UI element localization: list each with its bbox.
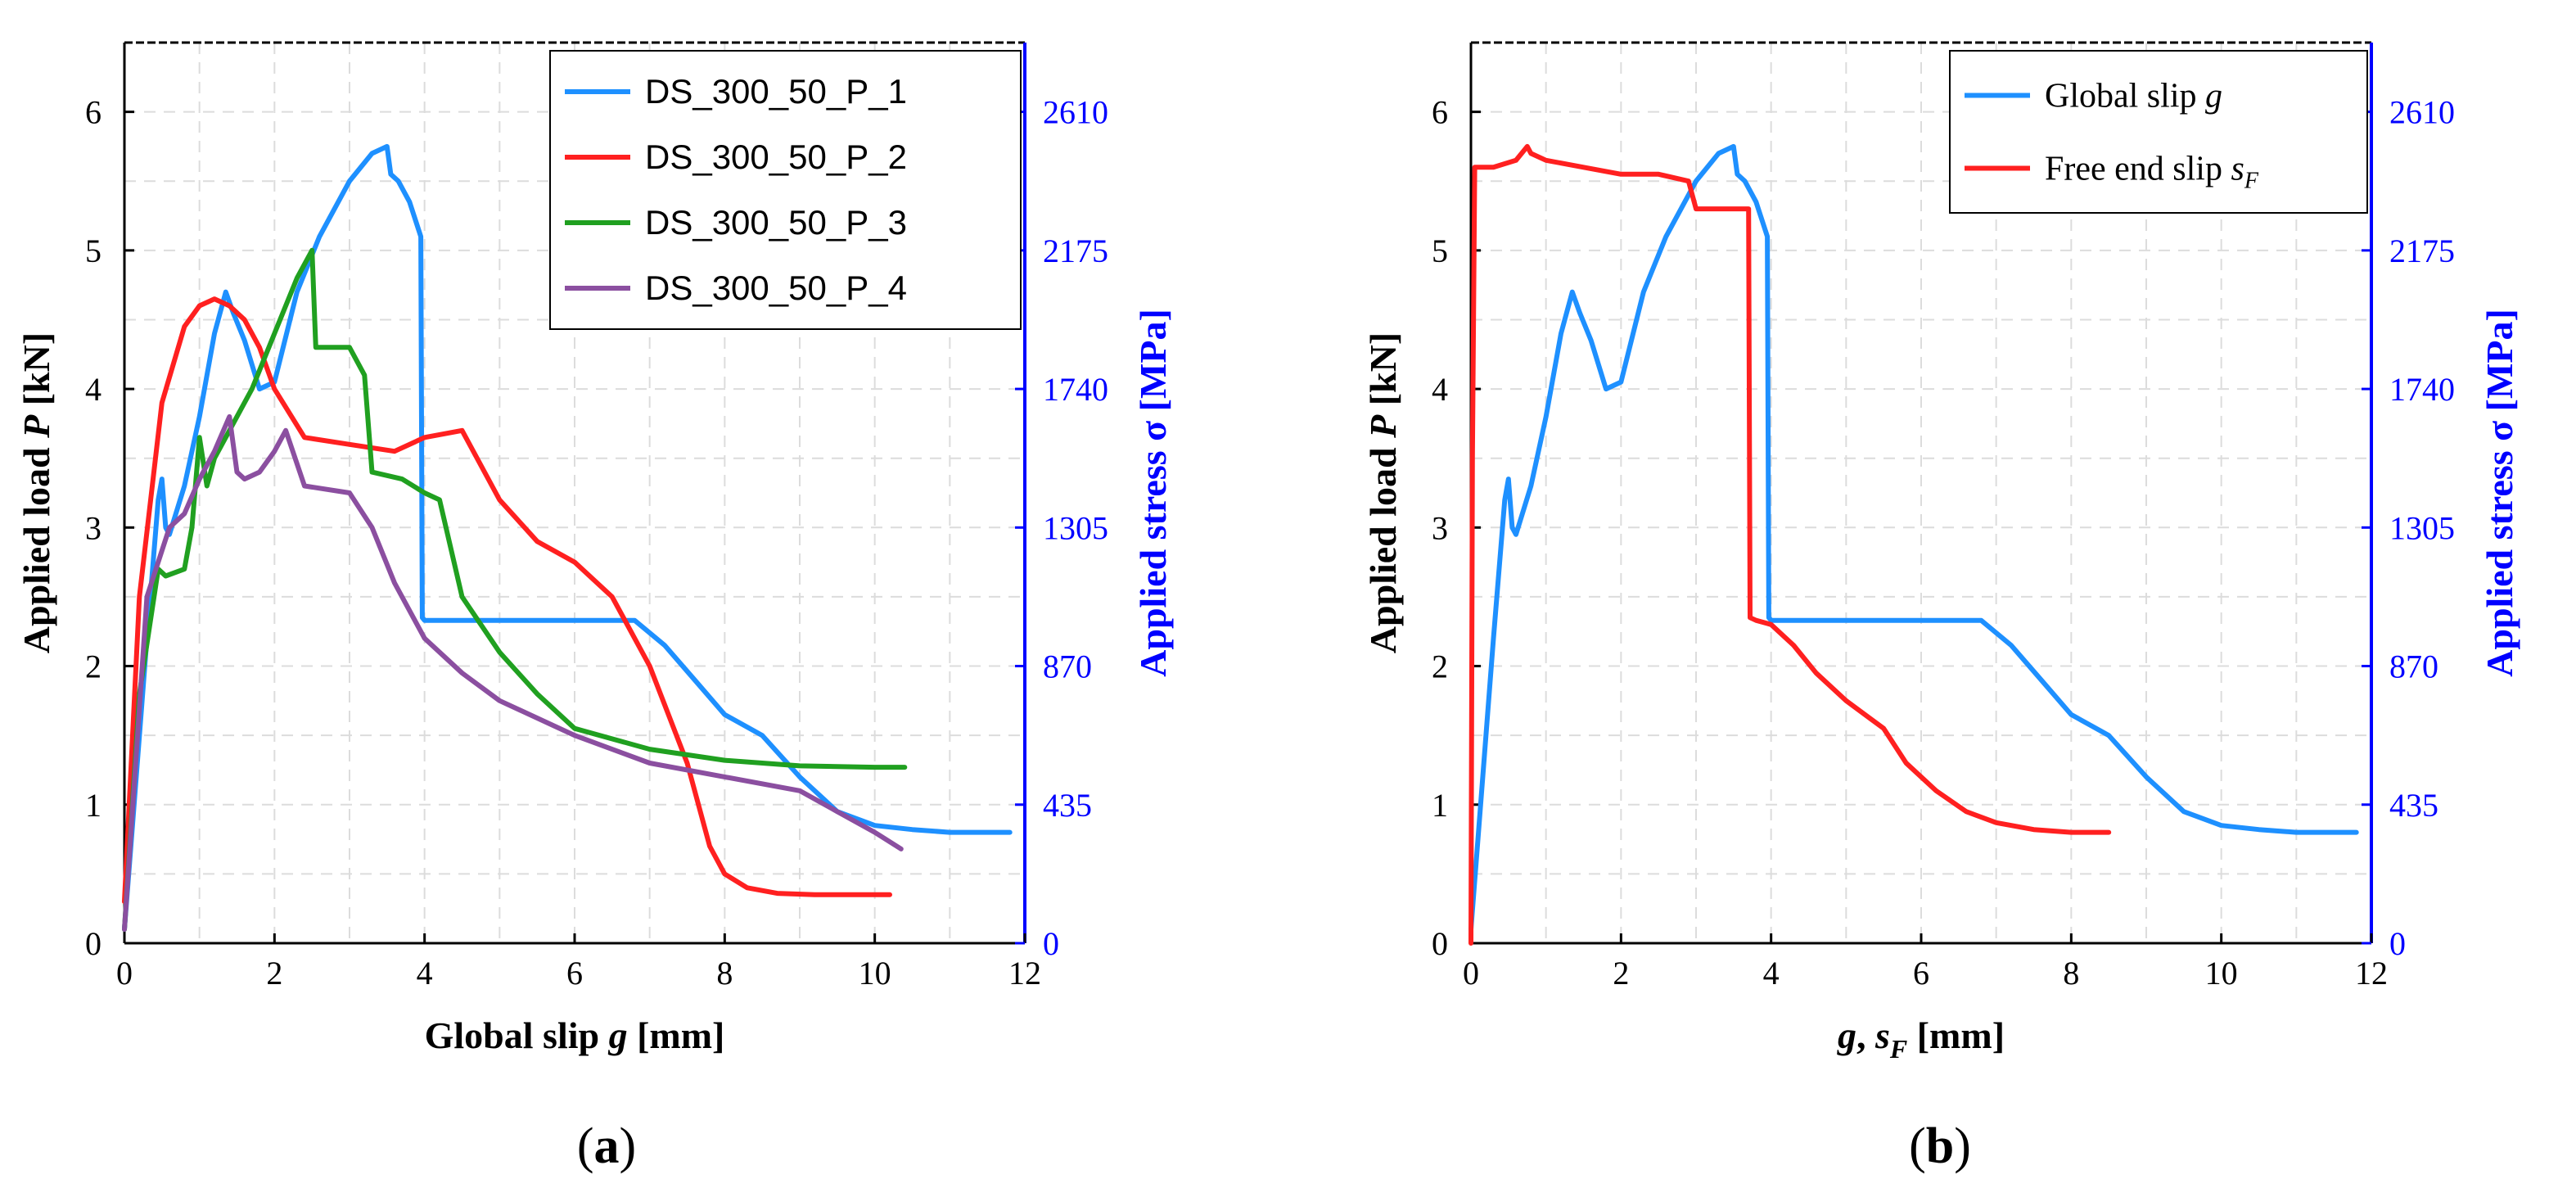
legend-box [549,50,1022,330]
series-line-3 [122,247,908,933]
y2-tick-label: 1305 [1043,509,1108,546]
y2-tick-label: 2175 [1043,233,1108,269]
y-tick-label: 0 [1432,925,1448,962]
legend-label: DS_300_50_P_4 [645,269,907,307]
x-tick-label: 2 [266,955,282,992]
legend-label-symbol: s [2231,151,2244,188]
panel-label-close: ) [1954,1118,1971,1174]
x-tick-label: 12 [1008,955,1041,992]
y2-tick-label: 2175 [2389,233,2455,269]
panel-label-letter: b [1926,1118,1954,1174]
y-tick-label: 5 [85,233,102,269]
y-tick-label: 0 [85,925,102,962]
series-line-4 [122,413,904,933]
y-tick-label: 1 [85,787,102,824]
panel-label-close: ) [620,1118,637,1174]
y2-axis-title: Applied stress σ [MPa] [2479,309,2520,677]
series-line-2 [122,296,892,905]
y-tick-label: 3 [85,509,102,546]
x-tick-label: 4 [1763,955,1780,992]
x-axis-title-unit: [mm] [628,1014,725,1056]
series-line-2 [1468,143,2112,946]
legend: DS_300_50_P_1 DS_300_50_P_2 DS_300_50_P_3 D… [549,50,1022,330]
y-tick-label: 2 [1432,648,1448,685]
y2-tick-label: 870 [1043,648,1092,685]
legend-box [1949,50,2368,214]
x-axis-title: g, sF [mm] [1837,1014,2005,1064]
legend-label-subscript: F [2244,169,2259,194]
x-tick-label: 6 [1913,955,1929,992]
legend-label: DS_300_50_P_3 [645,203,907,242]
y-tick-label: 6 [85,94,102,131]
y-axis-title: Applied load P [kN] [16,332,57,653]
legend-label: Free end slip sF [2045,151,2259,194]
legend-label-symbol: g [2205,78,2222,115]
panel-b: 0 2 4 6 8 10 12012345604358701305174021752610G… [1362,41,2520,1174]
x-axis-title-subscript: F [1889,1034,1907,1064]
y-axis-title-unit: [kN] [1362,332,1404,415]
y-axis-title-symbol: P [16,414,57,439]
y-tick-label: 3 [1432,509,1448,546]
x-tick-label: 8 [716,955,733,992]
panel-label: (b) [1909,1118,1971,1174]
x-tick-label: 10 [2205,955,2238,992]
grid [124,43,1025,943]
y-axis-title: Applied load P [kN] [1362,332,1404,653]
x-tick-label: 10 [859,955,891,992]
legend: Global slip g Free end slip sF [1949,50,2368,214]
x-axis-title-symbol: s [1874,1014,1890,1056]
panel-label-open: ( [577,1118,594,1174]
y2-tick-label: 0 [1043,925,1059,962]
x-axis-title-text: Global slip [425,1014,609,1056]
y2-tick-label: 2610 [1043,94,1108,131]
y2-tick-label: 435 [2389,787,2438,824]
y2-tick-label: 435 [1043,787,1092,824]
y-axis-title-text: Applied load [1362,438,1404,653]
legend-label: DS_300_50_P_2 [645,138,907,176]
x-tick-label: 12 [2355,955,2388,992]
legend-label-text: Free end slip [2045,151,2231,188]
series-line-1 [122,143,1013,933]
y2-tick-label: 1305 [2389,509,2455,546]
y-tick-label: 6 [1432,94,1448,131]
y-tick-label: 4 [1432,371,1448,408]
y-tick-label: 1 [1432,787,1448,824]
y2-tick-label: 2610 [2389,94,2455,131]
x-tick-label: 0 [1463,955,1479,992]
y2-axis-title: Applied stress σ [MPa] [1132,309,1174,677]
y-tick-label: 4 [85,371,102,408]
x-axis-title-unit: [mm] [1907,1014,2005,1056]
panel-a: 0 2 4 6 8 10 12012345604358701305174021752610D… [16,41,1174,1174]
legend-label-text: Global slip [2045,78,2205,115]
y-axis-title-symbol: P [1362,414,1404,439]
x-axis-title-symbol: g [608,1014,628,1056]
x-axis-title-separator: , [1856,1014,1875,1056]
panel-label-letter: a [594,1118,620,1174]
y2-tick-label: 1740 [2389,371,2455,408]
x-tick-label: 4 [417,955,433,992]
y-tick-label: 5 [1432,233,1448,269]
y2-tick-label: 0 [2389,925,2406,962]
x-tick-label: 6 [566,955,583,992]
y-axis-title-unit: [kN] [16,332,57,415]
x-tick-label: 2 [1613,955,1629,992]
x-tick-label: 8 [2063,955,2079,992]
series-line-1 [1468,143,2359,933]
y-axis-title-text: Applied load [16,438,57,653]
panel-label-open: ( [1909,1118,1926,1174]
x-axis-title-symbol: g [1837,1014,1856,1056]
legend-label: DS_300_50_P_1 [645,72,907,111]
x-tick-label: 0 [116,955,133,992]
y-tick-label: 2 [85,648,102,685]
y2-tick-label: 870 [2389,648,2438,685]
x-axis-title: Global slip g [mm] [425,1014,725,1056]
y2-tick-label: 1740 [1043,371,1108,408]
legend-label: Global slip g [2045,78,2222,115]
panel-label: (a) [577,1118,636,1174]
